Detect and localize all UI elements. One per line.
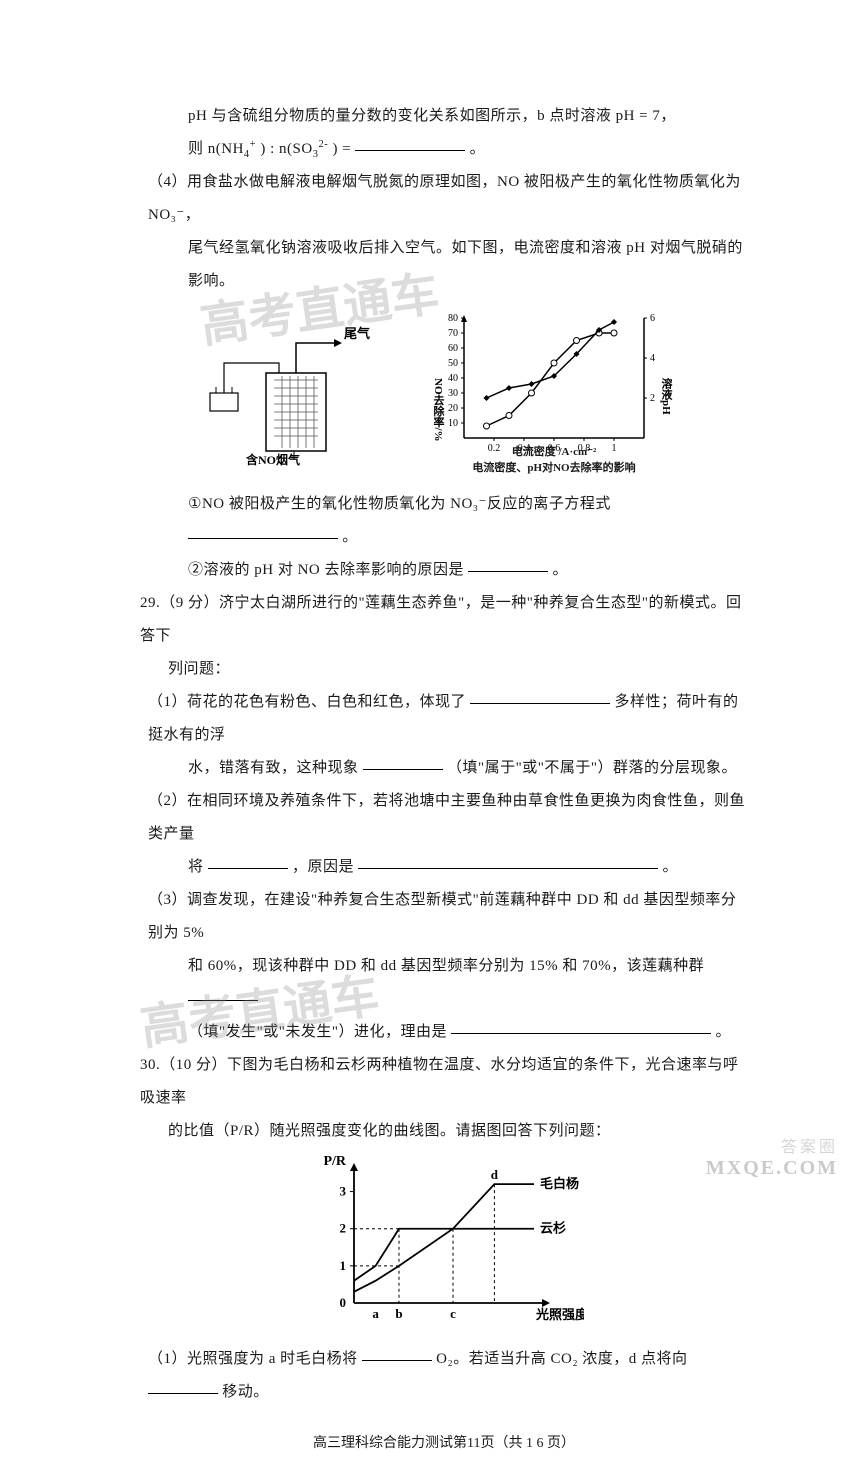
- svg-text:70: 70: [448, 328, 458, 339]
- svg-text:光照强度: 光照强度: [535, 1307, 584, 1322]
- line-ratio: 则 n(NH4+ ) : n(SO32- ) = 。: [140, 133, 748, 166]
- text: （填"发生"或"未发生"）进化，理由是: [188, 1024, 447, 1040]
- blank[interactable]: [468, 557, 548, 572]
- text: ) : n(SO: [260, 141, 312, 157]
- text: （2）在相同环境及养殖条件下，若将池塘中主要鱼种由草食性鱼更换为肉食性鱼，则鱼类…: [148, 793, 745, 842]
- item-4b: 尾气经氢氧化钠溶液吸收后排入空气。如下图，电流密度和溶液 pH 对烟气脱硝的影响…: [140, 232, 748, 298]
- text: （1）荷花的花色有粉色、白色和红色，体现了: [148, 694, 466, 710]
- svg-text:b: b: [395, 1306, 402, 1321]
- diagram-row: 尾气 含NO烟气 10203040506070802460.20.40.60.8…: [140, 308, 748, 478]
- q29-3c: （填"发生"或"未发生"）进化，理由是 。: [140, 1016, 748, 1049]
- svg-text:10: 10: [448, 418, 458, 429]
- svg-text:50: 50: [448, 358, 458, 369]
- text: 将: [188, 859, 204, 875]
- text: O₂。若适当升高 CO₂ 浓度，d 点将向: [436, 1351, 687, 1367]
- svg-text:3: 3: [340, 1184, 347, 1199]
- item-4: （4）用食盐水做电解液电解烟气脱氮的原理如图，NO 被阳极产生的氧化性物质氧化为…: [140, 166, 748, 232]
- blank[interactable]: [188, 524, 338, 539]
- svg-text:溶液pH: 溶液pH: [660, 377, 673, 415]
- text: 。: [716, 1024, 732, 1040]
- svg-text:4: 4: [650, 353, 655, 364]
- text: 的比值（P/R）随光照强度变化的曲线图。请据图回答下列问题：: [168, 1123, 611, 1139]
- q29-2: （2）在相同环境及养殖条件下，若将池塘中主要鱼种由草食性鱼更换为肉食性鱼，则鱼类…: [140, 785, 748, 851]
- svg-text:NO去除率/%: NO去除率/%: [432, 378, 445, 442]
- q29-1: （1）荷花的花色有粉色、白色和红色，体现了 多样性；荷叶有的挺水有的浮: [140, 686, 748, 752]
- inlet-label: 含NO烟气: [246, 452, 300, 467]
- svg-text:d: d: [491, 1167, 499, 1182]
- blank[interactable]: [148, 1379, 218, 1394]
- apparatus-diagram: 尾气 含NO烟气: [204, 308, 384, 468]
- text: 尾气经氢氧化钠溶液吸收后排入空气。如下图，电流密度和溶液 pH 对烟气脱硝的影响…: [188, 240, 743, 289]
- q30-1: （1）光照强度为 a 时毛白杨将 O₂。若适当升高 CO₂ 浓度，d 点将向 移…: [140, 1343, 748, 1409]
- text: 。: [342, 529, 358, 545]
- text: 。: [663, 859, 679, 875]
- svg-text:30: 30: [448, 388, 458, 399]
- text: 。: [470, 141, 486, 157]
- text: 则 n(NH: [188, 141, 244, 157]
- q29-2b: 将 ，原因是 。: [140, 851, 748, 884]
- blank[interactable]: [363, 755, 443, 770]
- sub-2: ②溶液的 pH 对 NO 去除率影响的原因是 。: [140, 554, 748, 587]
- q29-stem: 29.（9 分）济宁太白湖所进行的"莲藕生态养鱼"，是一种"种养复合生态型"的新…: [140, 587, 748, 653]
- text: 水，错落有致，这种现象: [188, 760, 359, 776]
- text: 。: [553, 562, 569, 578]
- text: ，原因是: [292, 859, 354, 875]
- svg-text:c: c: [450, 1306, 456, 1321]
- svg-text:P/R: P/R: [323, 1154, 346, 1169]
- text: （3）调查发现，在建设"种养复合生态型新模式"前莲藕种群中 DD 和 dd 基因…: [148, 892, 736, 941]
- svg-text:80: 80: [448, 313, 458, 324]
- q29-1b: 水，错落有致，这种现象 （填"属于"或"不属于"）群落的分层现象。: [140, 752, 748, 785]
- svg-text:40: 40: [448, 373, 458, 384]
- text: 列问题：: [168, 661, 230, 677]
- svg-text:a: a: [372, 1306, 379, 1321]
- text: （4）用食盐水做电解液电解烟气脱氮的原理如图，NO 被阳极产生的氧化性物质氧化为…: [148, 174, 741, 223]
- text: 30.（10 分）下图为毛白杨和云杉两种植物在温度、水分均适宜的条件下，光合速率…: [140, 1057, 739, 1106]
- svg-text:6: 6: [650, 313, 655, 324]
- corner-url: MXQE.COM: [706, 1146, 838, 1190]
- line-ph: pH 与含硫组分物质的量分数的变化关系如图所示，b 点时溶液 pH = 7，: [140, 100, 748, 133]
- text: ) =: [332, 141, 355, 157]
- pr-chart: 1 2 3 0 a b c 云杉 毛白杨 d P/R 光照强度: [304, 1153, 584, 1333]
- q30-stem: 30.（10 分）下图为毛白杨和云杉两种植物在温度、水分均适宜的条件下，光合速率…: [140, 1049, 748, 1115]
- blank-ratio[interactable]: [355, 136, 465, 151]
- q29-3: （3）调查发现，在建设"种养复合生态型新模式"前莲藕种群中 DD 和 dd 基因…: [140, 884, 748, 950]
- page-footer: 高三理科综合能力测试第11页（共 1 6 页）: [140, 1429, 748, 1460]
- sub-1: ①NO 被阳极产生的氧化性物质氧化为 NO₃⁻反应的离子方程式 。: [140, 488, 748, 554]
- svg-text:1: 1: [340, 1258, 347, 1273]
- text: ②溶液的 pH 对 NO 去除率影响的原因是: [188, 562, 464, 578]
- blank[interactable]: [208, 854, 288, 869]
- text: pH 与含硫组分物质的量分数的变化关系如图所示，b 点时溶液 pH = 7，: [188, 108, 676, 124]
- no-removal-chart: 10203040506070802460.20.40.60.81NO去除率/%溶…: [424, 308, 684, 478]
- svg-text:20: 20: [448, 403, 458, 414]
- blank[interactable]: [362, 1346, 432, 1361]
- q30-stem-b: 的比值（P/R）随光照强度变化的曲线图。请据图回答下列问题：: [140, 1115, 748, 1148]
- blank[interactable]: [188, 986, 258, 1001]
- svg-text:毛白杨: 毛白杨: [540, 1176, 579, 1191]
- gas-label: 尾气: [344, 326, 370, 341]
- q29-stem-b: 列问题：: [140, 653, 748, 686]
- svg-text:60: 60: [448, 343, 458, 354]
- text: ①NO 被阳极产生的氧化性物质氧化为 NO₃⁻反应的离子方程式: [188, 496, 611, 512]
- blank[interactable]: [451, 1019, 711, 1034]
- footer-text: 高三理科综合能力测试第11页（共 1 6 页）: [313, 1436, 575, 1451]
- svg-text:2: 2: [650, 393, 655, 404]
- text: （1）光照强度为 a 时毛白杨将: [148, 1351, 358, 1367]
- q29-3b: 和 60%，现该种群中 DD 和 dd 基因型频率分别为 15% 和 70%，该…: [140, 950, 748, 1016]
- blank[interactable]: [358, 854, 658, 869]
- svg-text:云杉: 云杉: [540, 1221, 566, 1236]
- text: 移动。: [222, 1384, 269, 1400]
- blank[interactable]: [470, 689, 610, 704]
- svg-text:2: 2: [340, 1221, 347, 1236]
- text: 29.（9 分）济宁太白湖所进行的"莲藕生态养鱼"，是一种"种养复合生态型"的新…: [140, 595, 742, 644]
- text: 和 60%，现该种群中 DD 和 dd 基因型频率分别为 15% 和 70%，该…: [188, 958, 704, 974]
- text: （填"属于"或"不属于"）群落的分层现象。: [447, 760, 737, 776]
- chart-caption: 电流密度、pH对NO去除率的影响: [424, 456, 684, 480]
- svg-text:0: 0: [340, 1295, 347, 1310]
